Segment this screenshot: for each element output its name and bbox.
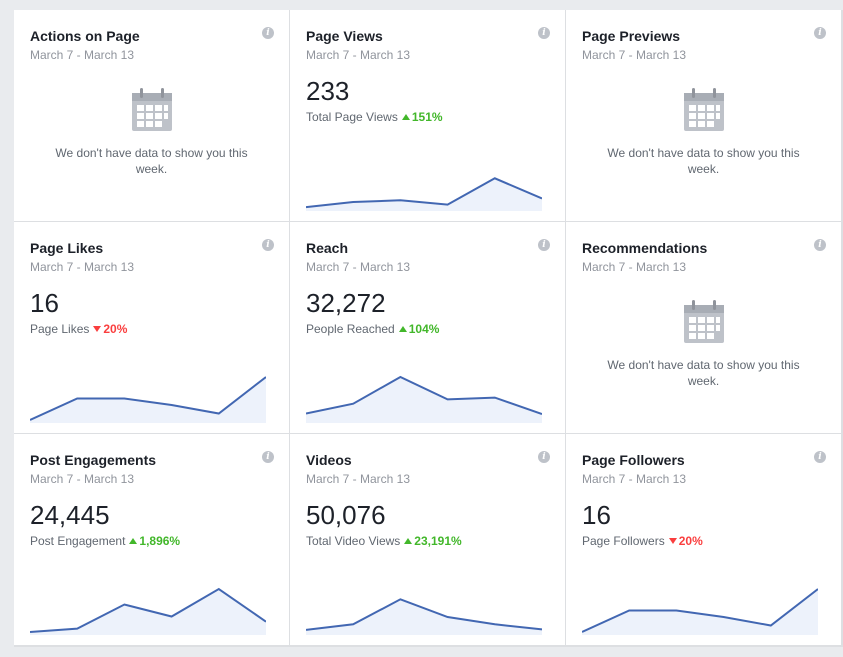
sparkline-area [30, 377, 266, 423]
metric-label: People Reached [306, 322, 395, 336]
card-post-engagements[interactable]: Post Engagements March 7 - March 13 i 24… [14, 434, 289, 645]
change-percent: 104% [408, 322, 440, 336]
card-date: March 7 - March 13 [30, 260, 135, 274]
card-recommendations[interactable]: Recommendations March 7 - March 13 i We … [566, 222, 841, 433]
arrow-up-icon [404, 538, 413, 544]
card-actions-on-page[interactable]: Actions on Page March 7 - March 13 i We … [14, 10, 289, 221]
card-title: Videos [306, 452, 352, 468]
info-icon[interactable]: i [262, 451, 274, 463]
info-icon[interactable]: i [814, 451, 826, 463]
metric-label: Page Likes [30, 322, 90, 336]
sparkline-chart [30, 587, 266, 635]
card-title: Page Followers [582, 452, 685, 468]
insights-grid: Actions on Page March 7 - March 13 i We … [14, 10, 843, 647]
info-icon[interactable]: i [538, 451, 550, 463]
card-date: March 7 - March 13 [582, 48, 687, 62]
metric-value: 24,445 [30, 500, 110, 530]
calendar-icon [683, 88, 724, 131]
calendar-icon [683, 300, 724, 343]
change-percent: 23,191% [414, 534, 462, 548]
metric-label: Post Engagement [30, 534, 126, 548]
sparkline-area [306, 599, 542, 635]
arrow-up-icon [129, 538, 138, 544]
empty-state: We don't have data to show you this week… [30, 87, 273, 177]
card-reach[interactable]: Reach March 7 - March 13 i 32,272 People… [290, 222, 565, 433]
sparkline-chart [582, 588, 818, 635]
metric-value: 16 [582, 500, 611, 530]
sparkline-chart [306, 375, 542, 423]
sparkline-chart [306, 177, 542, 211]
change-percent: 1,896% [139, 534, 181, 548]
metric-subtitle: Page Followers 20% [582, 533, 825, 549]
card-date: March 7 - March 13 [582, 472, 687, 486]
card-page-previews[interactable]: Page Previews March 7 - March 13 i We do… [566, 10, 841, 221]
card-date: March 7 - March 13 [30, 472, 135, 486]
card-page-followers[interactable]: Page Followers March 7 - March 13 i 16 P… [566, 434, 841, 645]
sparkline-area [306, 178, 542, 211]
card-title: Recommendations [582, 240, 708, 256]
calendar-icon [131, 88, 172, 131]
sparkline-area [582, 589, 818, 635]
empty-message: We don't have data to show you this week… [607, 146, 800, 176]
metric-value: 50,076 [306, 500, 386, 530]
sparkline-line [30, 376, 266, 421]
card-date: March 7 - March 13 [30, 48, 135, 62]
card-page-likes[interactable]: Page Likes March 7 - March 13 i 16 Page … [14, 222, 289, 433]
metric-subtitle: Page Likes 20% [30, 321, 273, 337]
empty-message: We don't have data to show you this week… [607, 358, 800, 388]
change-percent: 151% [411, 110, 443, 124]
sparkline-chart [306, 598, 542, 635]
info-icon[interactable]: i [814, 239, 826, 251]
card-title: Reach [306, 240, 349, 256]
card-date: March 7 - March 13 [582, 260, 687, 274]
card-videos[interactable]: Videos March 7 - March 13 i 50,076 Total… [290, 434, 565, 645]
sparkline-line [306, 375, 542, 415]
metric-label: Total Page Views [306, 110, 398, 124]
arrow-up-icon [401, 114, 410, 120]
metric-subtitle: Post Engagement 1,896% [30, 533, 273, 549]
card-date: March 7 - March 13 [306, 48, 411, 62]
arrow-down-icon [93, 326, 102, 332]
sparkline-area [30, 589, 266, 635]
info-icon[interactable]: i [538, 239, 550, 251]
card-title: Actions on Page [30, 28, 140, 44]
card-date: March 7 - March 13 [306, 472, 411, 486]
metric-subtitle: People Reached 104% [306, 321, 549, 337]
card-title: Page Likes [30, 240, 104, 256]
metric-value: 16 [30, 288, 59, 318]
change-percent: 20% [103, 322, 128, 336]
info-icon[interactable]: i [262, 27, 274, 39]
info-icon[interactable]: i [262, 239, 274, 251]
empty-message: We don't have data to show you this week… [55, 146, 248, 176]
card-date: March 7 - March 13 [306, 260, 411, 274]
info-icon[interactable]: i [814, 27, 826, 39]
card-title: Post Engagements [30, 452, 157, 468]
change-percent: 20% [678, 534, 703, 548]
card-page-views[interactable]: Page Views March 7 - March 13 i 233 Tota… [290, 10, 565, 221]
metric-subtitle: Total Page Views 151% [306, 109, 549, 125]
empty-state: We don't have data to show you this week… [582, 87, 825, 177]
card-title: Page Views [306, 28, 383, 44]
sparkline-line [306, 598, 542, 631]
arrow-up-icon [398, 326, 407, 332]
metric-label: Total Video Views [306, 534, 401, 548]
info-icon[interactable]: i [538, 27, 550, 39]
sparkline-line [30, 587, 266, 633]
card-title: Page Previews [582, 28, 681, 44]
metric-value: 32,272 [306, 288, 386, 318]
arrow-down-icon [668, 538, 677, 544]
empty-state: We don't have data to show you this week… [582, 299, 825, 389]
sparkline-line [306, 177, 542, 209]
sparkline-area [306, 377, 542, 423]
sparkline-line [582, 588, 818, 633]
sparkline-chart [30, 376, 266, 423]
metric-label: Page Followers [582, 534, 665, 548]
metric-subtitle: Total Video Views 23,191% [306, 533, 549, 549]
metric-value: 233 [306, 76, 350, 106]
